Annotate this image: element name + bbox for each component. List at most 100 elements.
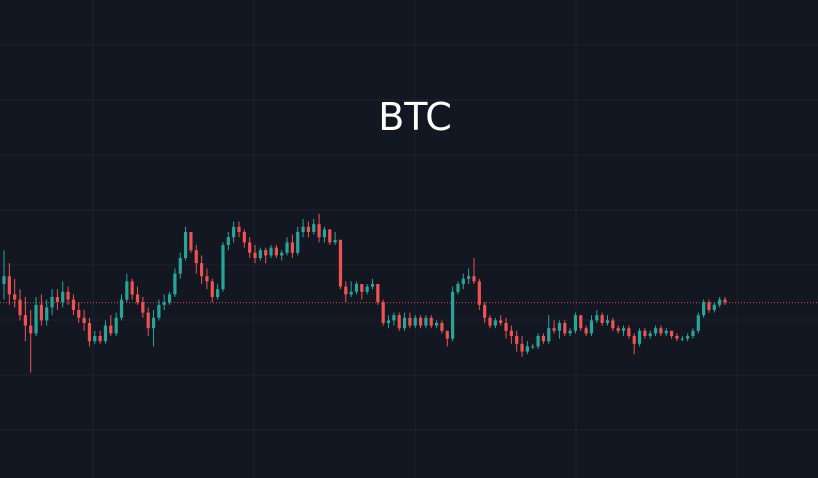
- candle-down: [472, 276, 476, 282]
- candle-down: [29, 325, 33, 334]
- candle-up: [162, 302, 166, 305]
- candle-up: [93, 336, 97, 342]
- candle-down: [146, 312, 150, 329]
- candle-down: [109, 325, 113, 334]
- candle-down: [189, 232, 193, 251]
- candle-up: [226, 237, 230, 245]
- candle-down: [141, 302, 145, 313]
- candle-up: [434, 323, 439, 326]
- candle-down: [440, 323, 444, 331]
- candle-up: [664, 330, 668, 334]
- candle-up: [451, 291, 455, 339]
- candle-down: [563, 323, 567, 334]
- candle-up: [573, 315, 578, 331]
- candle-up: [119, 299, 124, 318]
- candle-up: [365, 286, 369, 292]
- candle-up: [702, 302, 706, 316]
- candles: [2, 213, 727, 373]
- candle-up: [402, 317, 407, 329]
- candle-down: [483, 304, 487, 318]
- candle-down: [675, 336, 679, 339]
- candle-down: [520, 343, 524, 352]
- candle-down: [669, 330, 674, 336]
- candle-up: [183, 232, 188, 258]
- candle-up: [547, 328, 551, 342]
- candle-up: [285, 242, 289, 253]
- candle-up: [686, 336, 690, 339]
- candle-down: [600, 315, 604, 323]
- candle-down: [13, 294, 17, 300]
- candle-down: [87, 323, 92, 342]
- candle-up: [312, 224, 316, 232]
- candle-down: [317, 224, 321, 238]
- candle-down: [584, 328, 588, 334]
- candle-up: [691, 330, 695, 336]
- candle-up: [125, 281, 129, 300]
- candle-down: [200, 263, 204, 277]
- candle-up: [680, 338, 684, 340]
- candle-up: [392, 315, 396, 321]
- candle-up: [386, 320, 391, 323]
- candle-down: [66, 291, 70, 300]
- candle-up: [221, 245, 225, 290]
- candle-down: [397, 315, 401, 329]
- candle-up: [621, 328, 626, 331]
- candle-down: [205, 276, 209, 282]
- candle-up: [258, 250, 262, 258]
- candle-down: [376, 284, 380, 303]
- candle-up: [61, 291, 65, 303]
- candle-down: [194, 250, 198, 264]
- candle-down: [306, 226, 311, 232]
- candle-down: [445, 330, 449, 339]
- chart-title: BTC: [378, 95, 452, 139]
- candle-up: [718, 299, 722, 305]
- candle-down: [135, 294, 140, 303]
- candle-up: [467, 276, 471, 279]
- candle-down: [130, 281, 134, 295]
- candle-down: [237, 226, 241, 232]
- candle-down: [253, 252, 257, 258]
- candle-up: [493, 320, 497, 326]
- candle-down: [290, 242, 295, 253]
- candle-up: [696, 315, 700, 331]
- candle-up: [354, 284, 359, 292]
- candle-up: [296, 232, 300, 253]
- candle-up: [50, 297, 54, 308]
- candle-down: [248, 242, 252, 253]
- candle-up: [589, 320, 594, 334]
- candle-down: [723, 299, 727, 303]
- candle-down: [23, 315, 27, 326]
- candle-down: [627, 328, 631, 336]
- candle-up: [151, 317, 156, 329]
- candle-down: [39, 304, 43, 321]
- candle-down: [541, 336, 546, 342]
- candle-up: [269, 247, 273, 256]
- candle-down: [98, 336, 102, 342]
- candle-down: [210, 281, 214, 297]
- candle-down: [77, 310, 81, 318]
- candle-down: [82, 317, 86, 323]
- candle-up: [301, 226, 305, 232]
- candle-down: [488, 317, 492, 326]
- candle-up: [568, 330, 572, 334]
- candle-up: [525, 346, 529, 352]
- candle-down: [418, 317, 423, 326]
- candle-up: [45, 307, 49, 321]
- candle-down: [509, 330, 513, 336]
- candle-up: [536, 336, 540, 347]
- candle-up: [216, 289, 220, 297]
- candle-down: [632, 336, 636, 344]
- candle-down: [579, 315, 583, 329]
- candle-down: [328, 229, 332, 243]
- candle-down: [18, 299, 22, 316]
- candle-down: [71, 299, 76, 310]
- candle-down: [264, 250, 268, 256]
- candle-down: [499, 320, 503, 323]
- candle-up: [461, 278, 465, 284]
- candle-up: [637, 330, 642, 344]
- candle-down: [429, 317, 433, 326]
- candle-up: [178, 258, 182, 274]
- candle-down: [381, 302, 385, 323]
